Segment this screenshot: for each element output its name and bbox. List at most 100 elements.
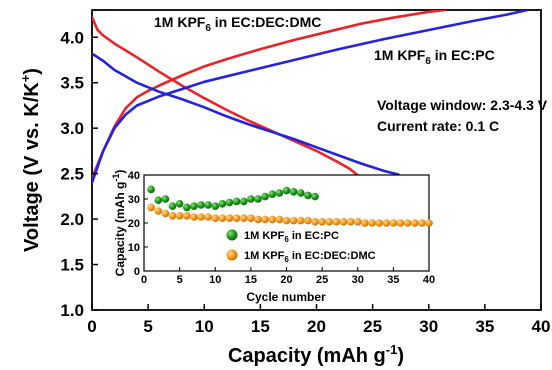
main-y-tick-label: 1.5 (60, 256, 84, 275)
series-label-ec-pc: 1M KPF6 in EC:PC (374, 47, 495, 67)
main-y-tick-label: 1.0 (60, 301, 84, 320)
inset-series-1-point (354, 218, 362, 226)
inset-marks (147, 185, 433, 227)
inset-series-0-point (204, 201, 212, 209)
inset-series-0-point (261, 192, 269, 201)
current-rate-annotation: Current rate: 0.1 C (377, 118, 499, 134)
main-y-axis-title: Voltage (V vs. K/K+) (18, 68, 43, 252)
inset-series-0-point (282, 186, 291, 195)
inset-series-0-point (247, 195, 255, 203)
inset-series-1-point (197, 213, 205, 221)
main-x-tick-label: 35 (475, 317, 494, 336)
main-x-tick-label: 40 (532, 317, 551, 336)
inset-series-1-point (168, 212, 177, 220)
inset-series-1-point (218, 214, 227, 222)
series-label-ec-dec-dmc: 1M KPF6 in EC:DEC:DMC (154, 14, 321, 34)
inset-series-0-point (254, 195, 262, 203)
inset-series-1-point (254, 215, 262, 224)
inset-series-0-point (297, 189, 305, 197)
main-y-tick-label: 4.0 (60, 28, 84, 47)
inset-series-0-point (289, 188, 298, 196)
inset-series-0-point (232, 197, 241, 206)
inset-series-1-point (289, 216, 298, 225)
inset-series-1-point (411, 219, 419, 227)
inset-series-0-point (161, 195, 170, 203)
inset-series-0-point (154, 196, 163, 204)
inset-y-tick-label: 40 (128, 170, 140, 182)
inset-series-1-point (332, 218, 341, 226)
inset-series-1-point (183, 212, 191, 220)
inset-series-1-point (325, 218, 334, 226)
inset-series-1-point (275, 215, 284, 224)
inset-series-1-point (232, 214, 241, 222)
inset-y-tick-label: 20 (128, 218, 140, 230)
inset-series-1-point (211, 214, 220, 222)
inset-series-0-point (197, 201, 205, 209)
main-axes: 0 5 10 15 20 25 30 35 40 1.0 1.5 2.0 2.5 3.0 3.5 4.0 (60, 28, 550, 336)
inset-series-1-point (311, 218, 319, 226)
inset-series-1-point (225, 214, 234, 222)
inset-series-1-point (375, 219, 383, 227)
series-1-charge-curve (92, 10, 529, 184)
series-1-discharge-curve (92, 52, 400, 176)
main-x-tick-label: 15 (251, 317, 270, 336)
inset-series-0-point (240, 197, 248, 206)
inset-series-1-point (175, 212, 184, 220)
inset-x-tick-label: 10 (209, 274, 221, 286)
inset-series-1-point (368, 219, 376, 227)
inset-series-0-point (311, 192, 319, 201)
inset-series-1-point (396, 219, 405, 227)
voltage-window-annotation: Voltage window: 2.3-4.3 V (377, 97, 548, 113)
inset-series-1-point (268, 215, 277, 224)
inset-series-1-point (154, 207, 163, 215)
inset-x-tick-label: 30 (352, 274, 364, 286)
inset-series-1-point (304, 216, 312, 225)
main-x-tick-label: 10 (195, 317, 214, 336)
main-x-tick-label: 30 (419, 317, 438, 336)
inset-series-1-point (339, 218, 348, 226)
inset-y-tick-label: 30 (128, 194, 140, 206)
inset-series-0-point (268, 190, 277, 198)
inset-series-1-point (389, 219, 398, 227)
inset-series-0-point (147, 185, 155, 194)
inset-series-1-point (418, 219, 426, 227)
inset-series-0-point (168, 202, 177, 210)
inset-axes: 0 5 10 15 20 25 30 35 40 0 10 20 30 40 (128, 170, 435, 286)
inset-series-1-point (382, 219, 391, 227)
inset-series-1-point (361, 219, 369, 227)
inset-y-tick-label: 0 (134, 266, 140, 278)
inset-series-1-point (204, 213, 212, 221)
legend-marker-ec-pc (226, 229, 238, 241)
inset-series-1-point (425, 219, 433, 227)
series-0-charge-curve (92, 10, 447, 180)
inset-x-tick-label: 15 (245, 274, 257, 286)
main-x-tick-label: 25 (363, 317, 382, 336)
inset-series-1-point (147, 203, 155, 212)
main-x-tick-label: 0 (87, 317, 96, 336)
inset-x-tick-label: 20 (280, 274, 292, 286)
inset-series-1-point (190, 213, 198, 221)
legend-marker-ec-dec-dmc (226, 249, 238, 261)
inset-series-0-point (275, 189, 284, 197)
inset-series-0-point (183, 203, 191, 212)
inset-series-1-point (346, 218, 355, 226)
inset-series-0-point (218, 200, 227, 208)
inset-series-0-point (225, 198, 234, 207)
inset-x-tick-label: 0 (141, 274, 147, 286)
inset-series-0-point (175, 200, 184, 208)
inset-series-0-point (190, 202, 198, 210)
main-x-tick-label: 20 (307, 317, 326, 336)
inset-series-0-point (211, 202, 220, 210)
series-0-discharge-curve (92, 16, 363, 180)
inset-series-1-point (318, 218, 326, 226)
inset-series-1-point (247, 214, 255, 222)
inset-series-0-point (304, 191, 312, 200)
inset-series-1-point (161, 209, 170, 218)
inset-series-1-point (240, 214, 248, 222)
legend-label-ec-pc: 1M KPF6 in EC:PC (244, 230, 339, 244)
inset-x-tick-label: 5 (177, 274, 183, 286)
main-y-tick-label: 3.0 (60, 119, 84, 138)
inset-x-axis-title: Cycle number (246, 290, 326, 304)
inset-series-1-point (282, 216, 291, 225)
